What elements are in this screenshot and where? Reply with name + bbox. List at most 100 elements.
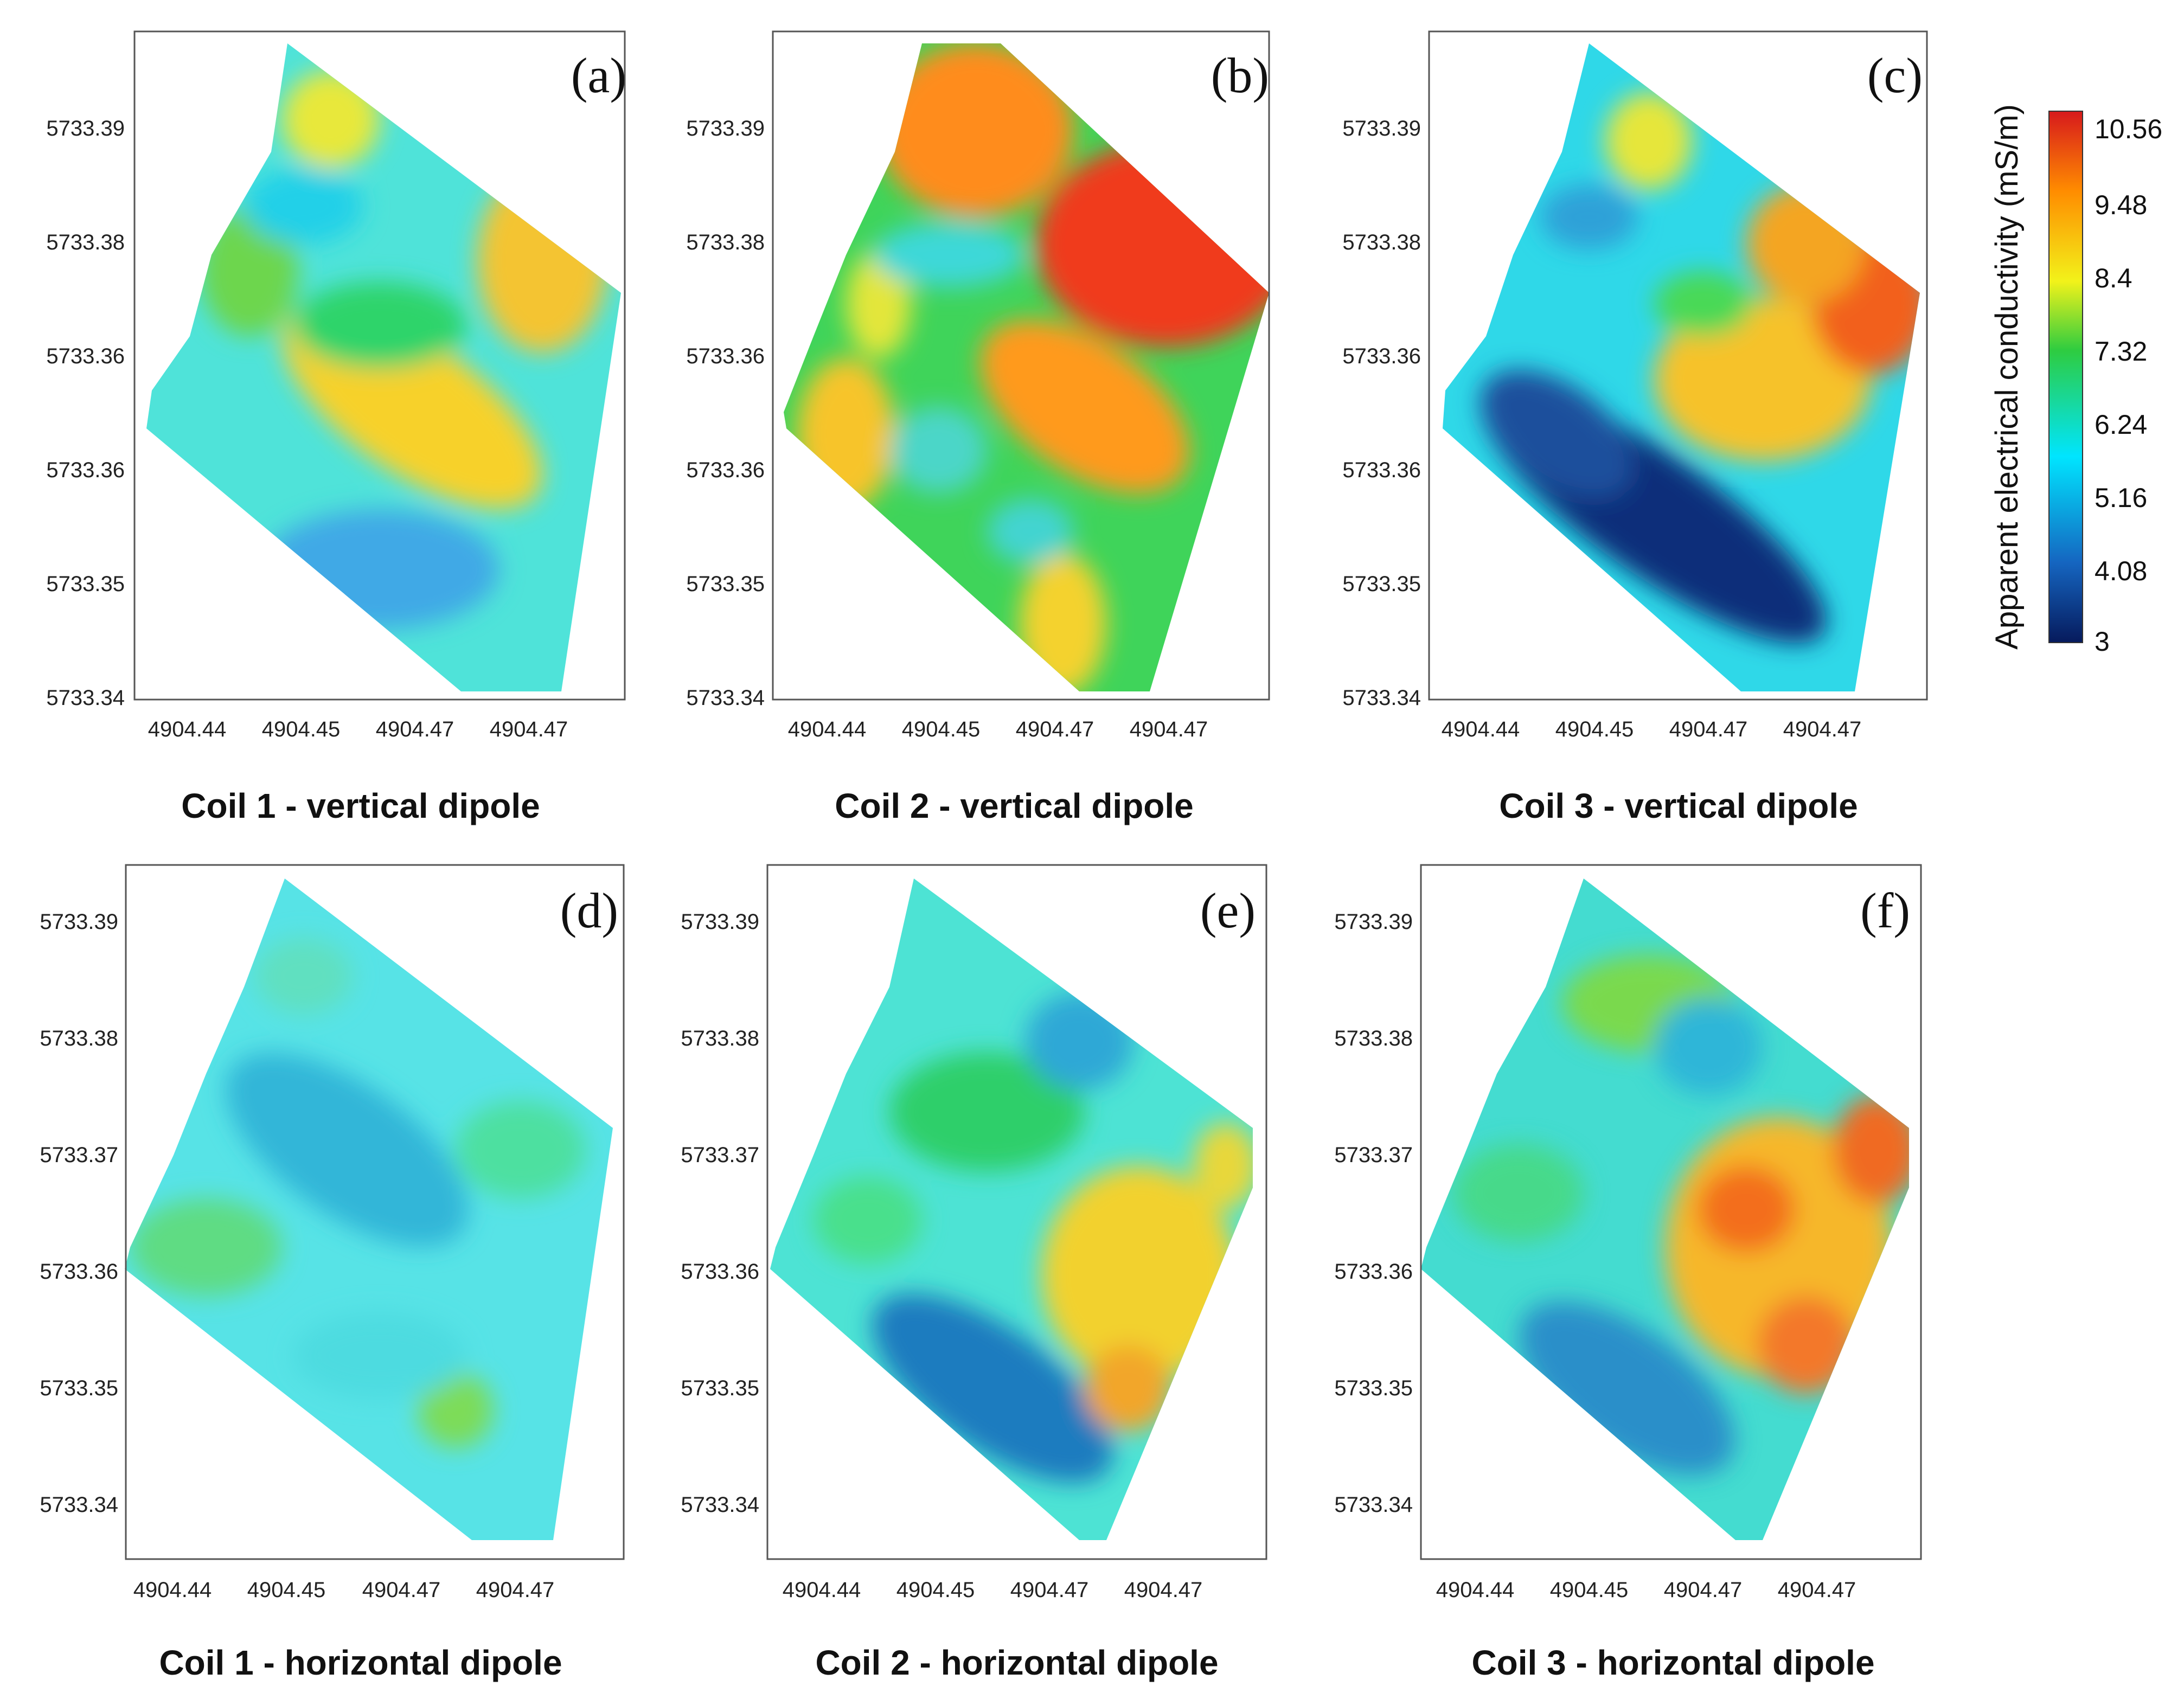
y-tick: 5733.36 xyxy=(1342,458,1421,482)
y-tick: 5733.34 xyxy=(1342,686,1421,710)
panel-title-e: Coil 2 - horizontal dipole xyxy=(815,1643,1218,1682)
y-ticks-e: 5733.39 5733.38 5733.37 5733.36 5733.35 … xyxy=(681,910,759,1517)
y-tick: 5733.36 xyxy=(40,1260,118,1284)
y-tick: 5733.34 xyxy=(1334,1493,1413,1517)
plot-frame-f xyxy=(1420,864,1922,1560)
y-tick: 5733.35 xyxy=(681,1376,759,1400)
panel-f: (f) 5733.39 5733.38 5733.37 5733.36 5733… xyxy=(1334,864,1922,1682)
x-tick: 4904.45 xyxy=(262,717,341,741)
x-tick: 4904.47 xyxy=(1124,1578,1203,1602)
x-tick: 4904.47 xyxy=(1010,1578,1089,1602)
plot-frame-d xyxy=(125,864,625,1560)
colorbar-label: 4.08 xyxy=(2095,556,2147,586)
x-tick: 4904.45 xyxy=(1555,717,1634,741)
y-tick: 5733.36 xyxy=(686,344,765,368)
y-tick: 5733.35 xyxy=(40,1376,118,1400)
y-tick: 5733.36 xyxy=(686,458,765,482)
heatmap-c xyxy=(1443,43,1920,691)
x-tick: 4904.47 xyxy=(490,717,568,741)
panel-label-d: (d) xyxy=(560,883,618,938)
y-tick: 5733.34 xyxy=(686,686,765,710)
colorbar-label: 9.48 xyxy=(2095,190,2147,220)
x-tick: 4904.44 xyxy=(1442,717,1520,741)
x-tick: 4904.45 xyxy=(247,1578,326,1602)
x-tick: 4904.47 xyxy=(1783,717,1862,741)
colorbar-label: 6.24 xyxy=(2095,409,2147,440)
x-tick: 4904.44 xyxy=(148,717,227,741)
x-tick: 4904.47 xyxy=(362,1578,441,1602)
x-tick: 4904.45 xyxy=(896,1578,975,1602)
colorbar-title: Apparent electrical conductivity (mS/m) xyxy=(1989,104,2025,650)
panel-e: (e) 5733.39 5733.38 5733.37 5733.36 5733… xyxy=(681,864,1267,1682)
plot-frame-e xyxy=(766,864,1267,1560)
panel-label-f: (f) xyxy=(1860,883,1910,938)
heatmap-b xyxy=(784,43,1269,691)
panel-label-b: (b) xyxy=(1211,48,1269,103)
x-tick: 4904.44 xyxy=(1436,1578,1515,1602)
y-tick: 5733.36 xyxy=(46,344,125,368)
colorbar-label: 8.4 xyxy=(2095,263,2132,293)
panel-label-a: (a) xyxy=(571,48,626,103)
x-ticks-c: 4904.44 4904.45 4904.47 4904.47 xyxy=(1442,717,1862,741)
x-ticks-f: 4904.44 4904.45 4904.47 4904.47 xyxy=(1436,1578,1856,1602)
panel-title-c: Coil 3 - vertical dipole xyxy=(1499,786,1858,825)
y-tick: 5733.39 xyxy=(1342,117,1421,140)
y-ticks-c: 5733.39 5733.38 5733.36 5733.36 5733.35 … xyxy=(1342,117,1421,710)
x-tick: 4904.47 xyxy=(476,1578,555,1602)
panel-c: (c) 5733.39 5733.38 5733.36 5733.36 5733… xyxy=(1342,30,1928,825)
x-tick: 4904.45 xyxy=(1550,1578,1629,1602)
y-tick: 5733.38 xyxy=(46,230,125,254)
y-ticks-f: 5733.39 5733.38 5733.37 5733.36 5733.35 … xyxy=(1334,910,1413,1517)
y-tick: 5733.39 xyxy=(1334,910,1413,934)
x-ticks-a: 4904.44 4904.45 4904.47 4904.47 xyxy=(148,717,568,741)
x-tick: 4904.44 xyxy=(788,717,867,741)
colorbar-gradient xyxy=(2048,111,2083,643)
plot-frame-a xyxy=(133,30,626,701)
panel-title-a: Coil 1 - vertical dipole xyxy=(181,786,540,825)
y-tick: 5733.36 xyxy=(1342,344,1421,368)
y-tick: 5733.39 xyxy=(40,910,118,934)
y-tick: 5733.37 xyxy=(40,1143,118,1167)
y-ticks-a: 5733.39 5733.38 5733.36 5733.36 5733.35 … xyxy=(46,117,125,710)
heatmap-e xyxy=(770,879,1253,1540)
y-tick: 5733.38 xyxy=(40,1027,118,1050)
y-tick: 5733.39 xyxy=(46,117,125,140)
x-tick: 4904.47 xyxy=(1778,1578,1856,1602)
y-tick: 5733.35 xyxy=(686,572,765,596)
y-tick: 5733.37 xyxy=(681,1143,759,1167)
y-tick: 5733.39 xyxy=(681,910,759,934)
plot-frame-b xyxy=(772,30,1270,701)
panel-title-f: Coil 3 - horizontal dipole xyxy=(1471,1643,1874,1682)
colorbar-label: 10.56 xyxy=(2095,114,2162,144)
y-tick: 5733.35 xyxy=(1342,572,1421,596)
heatmap-f xyxy=(1421,879,1909,1540)
x-tick: 4904.47 xyxy=(376,717,454,741)
colorbar-label: 3 xyxy=(2095,626,2110,657)
y-tick: 5733.38 xyxy=(1334,1027,1413,1050)
panel-label-c: (c) xyxy=(1867,48,1923,103)
y-tick: 5733.35 xyxy=(1334,1376,1413,1400)
colorbar: Apparent electrical conductivity (mS/m) … xyxy=(1989,104,2162,657)
y-tick: 5733.38 xyxy=(1342,230,1421,254)
colorbar-label: 7.32 xyxy=(2095,336,2147,367)
panel-title-d: Coil 1 - horizontal dipole xyxy=(159,1643,562,1682)
y-ticks-b: 5733.39 5733.38 5733.36 5733.36 5733.35 … xyxy=(686,117,765,710)
y-tick: 5733.36 xyxy=(681,1260,759,1284)
y-tick: 5733.37 xyxy=(1334,1143,1413,1167)
panel-label-e: (e) xyxy=(1200,883,1256,938)
y-tick: 5733.34 xyxy=(46,686,125,710)
y-tick: 5733.34 xyxy=(40,1493,118,1517)
panel-a: (a) 5733.39 5733.38 5733.36 5733.36 5733… xyxy=(46,30,626,825)
x-ticks-b: 4904.44 4904.45 4904.47 4904.47 xyxy=(788,717,1208,741)
x-ticks-e: 4904.44 4904.45 4904.47 4904.47 xyxy=(783,1578,1203,1602)
heatmap-d xyxy=(125,879,613,1540)
y-tick: 5733.38 xyxy=(686,230,765,254)
x-tick: 4904.45 xyxy=(902,717,981,741)
x-ticks-d: 4904.44 4904.45 4904.47 4904.47 xyxy=(133,1578,555,1602)
panel-title-b: Coil 2 - vertical dipole xyxy=(835,786,1194,825)
y-tick: 5733.35 xyxy=(46,572,125,596)
x-tick: 4904.47 xyxy=(1130,717,1208,741)
x-tick: 4904.44 xyxy=(783,1578,861,1602)
y-tick: 5733.38 xyxy=(681,1027,759,1050)
